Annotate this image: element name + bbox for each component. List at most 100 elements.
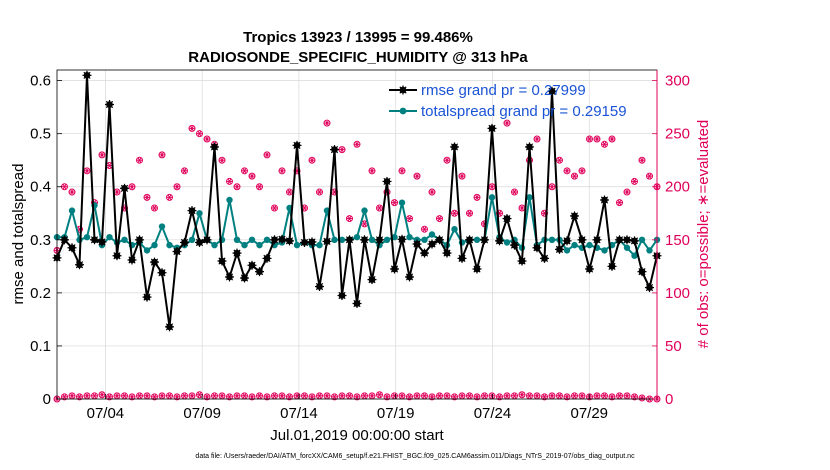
obs-possible-point bbox=[136, 156, 143, 164]
spread-point bbox=[158, 223, 166, 230]
star-stroke bbox=[557, 157, 562, 163]
rmse-point bbox=[97, 237, 107, 247]
obs-evaluated-point bbox=[579, 168, 585, 174]
obs-possible-point bbox=[451, 209, 458, 217]
rmse-point bbox=[285, 236, 294, 246]
spread-point bbox=[646, 247, 653, 254]
obs-possible-point bbox=[203, 135, 211, 143]
obs-evaluated-point bbox=[556, 157, 563, 163]
obs-bottom-evaluated-point bbox=[166, 393, 173, 399]
rmse-point-stroke bbox=[473, 265, 481, 273]
star-stroke bbox=[287, 189, 292, 195]
star-stroke bbox=[550, 184, 554, 190]
obs-bottom-evaluated-point bbox=[159, 393, 165, 399]
star-stroke bbox=[137, 393, 142, 399]
spread-point bbox=[83, 233, 91, 241]
rmse-point bbox=[532, 243, 542, 253]
rmse-point-stroke bbox=[495, 237, 504, 245]
star-stroke bbox=[182, 168, 187, 174]
legend-rmse-star bbox=[398, 85, 408, 95]
rmse-point-stroke bbox=[399, 86, 407, 94]
star-stroke bbox=[467, 393, 472, 399]
rmse-point bbox=[487, 123, 497, 133]
obs-bottom-possible-point bbox=[263, 393, 271, 401]
star-stroke bbox=[137, 157, 142, 163]
obs-possible-point bbox=[496, 209, 503, 217]
rmse-point-stroke bbox=[143, 293, 151, 301]
obs-bottom-evaluated-point bbox=[219, 393, 225, 399]
rmse-point bbox=[187, 206, 197, 216]
obs-bottom-evaluated-point bbox=[316, 393, 323, 399]
rmse-point-stroke bbox=[458, 254, 466, 262]
rmse-point-stroke bbox=[285, 237, 294, 245]
obs-bottom-evaluated-point bbox=[129, 394, 135, 400]
rmse-point-stroke bbox=[293, 141, 301, 149]
rmse-point-stroke bbox=[480, 236, 489, 244]
x-axis-label: Jul.01,2019 00:00:00 start bbox=[270, 427, 444, 444]
rmse-point-stroke bbox=[353, 299, 361, 308]
obs-bottom-evaluated-point bbox=[91, 393, 98, 399]
legend-spread-label: totalspread grand pr = 0.29159 bbox=[421, 103, 627, 120]
star-stroke bbox=[100, 392, 104, 398]
obs-possible-point bbox=[586, 135, 593, 143]
rmse-point bbox=[547, 86, 557, 96]
star-stroke bbox=[107, 394, 112, 400]
obs-bottom-evaluated-point bbox=[556, 393, 563, 399]
star-stroke bbox=[415, 393, 419, 399]
rmse-point-stroke bbox=[315, 282, 324, 291]
legend-rmse-marker bbox=[398, 85, 408, 95]
spread-point bbox=[338, 236, 346, 244]
obs-bottom-evaluated-point bbox=[286, 394, 293, 400]
rmse-point-stroke bbox=[413, 240, 421, 248]
obs-evaluated-point bbox=[256, 184, 263, 190]
rmse-point-stroke bbox=[90, 236, 99, 244]
star-stroke bbox=[302, 205, 307, 211]
obs-bottom-evaluated-point bbox=[594, 393, 600, 399]
obs-possible-point bbox=[466, 209, 473, 217]
obs-bottom-evaluated-point bbox=[99, 392, 105, 398]
star-stroke bbox=[280, 168, 284, 174]
obs-bottom-evaluated-point bbox=[181, 393, 188, 399]
star-stroke bbox=[122, 393, 127, 399]
star-stroke bbox=[152, 394, 157, 400]
obs-possible-point bbox=[458, 172, 466, 180]
star-stroke bbox=[430, 394, 434, 400]
obs-possible-point bbox=[413, 172, 421, 180]
obs-bottom-possible-point bbox=[61, 393, 68, 401]
spread-line bbox=[57, 196, 658, 257]
obs-possible-point bbox=[578, 167, 586, 175]
rmse-point bbox=[247, 260, 257, 270]
obs-possible-point bbox=[638, 156, 646, 164]
obs-bottom-evaluated-point bbox=[601, 393, 608, 399]
star-stroke bbox=[257, 184, 262, 190]
obs-bottom-evaluated-point bbox=[631, 394, 638, 400]
obs-bottom-evaluated-point bbox=[579, 393, 585, 399]
obs-bottom-evaluated-point bbox=[534, 393, 540, 399]
star-stroke bbox=[460, 393, 464, 399]
rmse-point bbox=[472, 264, 482, 274]
y-tick-label: 0.4 bbox=[30, 179, 51, 196]
obs-evaluated-point bbox=[594, 136, 600, 142]
obs-possible-point bbox=[248, 172, 256, 180]
obs-evaluated-point bbox=[204, 136, 210, 142]
star-stroke bbox=[227, 178, 232, 184]
obs-evaluated-point bbox=[279, 168, 285, 174]
obs-bottom-evaluated-point bbox=[69, 393, 75, 399]
rmse-point bbox=[570, 211, 579, 221]
star-stroke bbox=[460, 173, 464, 179]
obs-bottom-evaluated-point bbox=[609, 394, 615, 400]
star-stroke bbox=[160, 152, 164, 158]
rmse-point-stroke bbox=[173, 247, 181, 256]
spread-point bbox=[601, 247, 608, 254]
obs-markers bbox=[53, 119, 661, 403]
obs-bottom-evaluated-point bbox=[391, 393, 398, 399]
rmse-point-stroke bbox=[375, 236, 384, 244]
obs-possible-point bbox=[323, 119, 331, 127]
star-stroke bbox=[62, 184, 67, 190]
rmse-point bbox=[525, 142, 534, 152]
rmse-point bbox=[232, 248, 242, 258]
rmse-point bbox=[142, 292, 152, 302]
star-stroke bbox=[422, 226, 427, 232]
star-stroke bbox=[242, 168, 247, 174]
star-stroke bbox=[115, 393, 119, 399]
